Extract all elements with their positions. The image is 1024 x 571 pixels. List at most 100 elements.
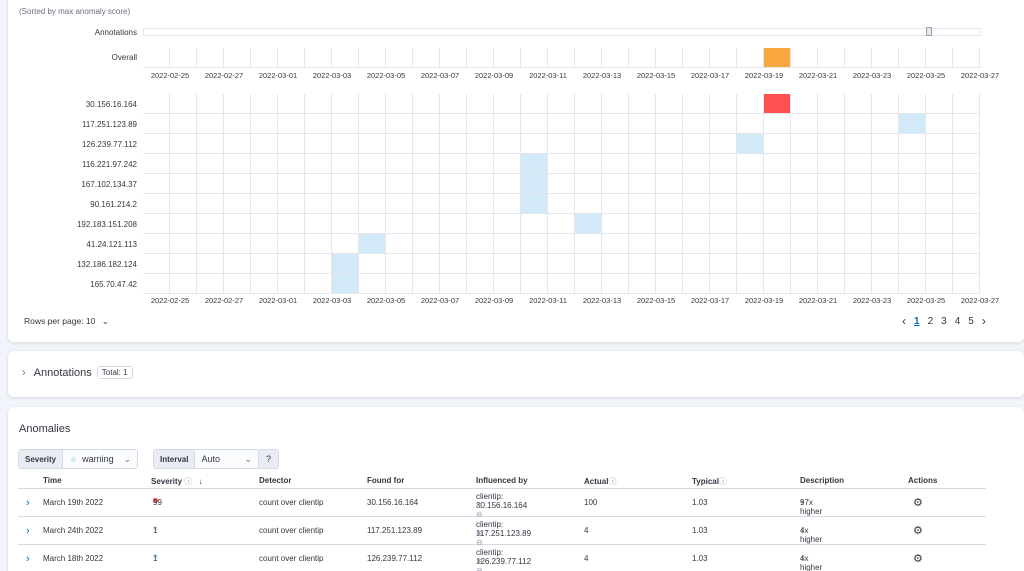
overall-cell[interactable] xyxy=(899,48,926,68)
swimlane-cell[interactable] xyxy=(467,114,494,134)
swimlane-cell[interactable] xyxy=(818,94,845,114)
overall-cell[interactable] xyxy=(143,48,170,68)
swimlane-cell[interactable] xyxy=(818,254,845,274)
swimlane-cell[interactable] xyxy=(440,94,467,114)
swimlane-cell[interactable] xyxy=(872,254,899,274)
swimlane-cell[interactable] xyxy=(224,234,251,254)
swimlane-cell[interactable] xyxy=(359,174,386,194)
swimlane-cell[interactable] xyxy=(845,274,872,294)
swimlane-cell[interactable] xyxy=(278,154,305,174)
swimlane-cell[interactable] xyxy=(629,254,656,274)
overall-cell[interactable] xyxy=(278,48,305,68)
col-description[interactable]: Description xyxy=(800,476,845,485)
overall-cell[interactable] xyxy=(845,48,872,68)
swimlane-cell[interactable] xyxy=(629,134,656,154)
swimlane-cell[interactable] xyxy=(899,154,926,174)
swimlane-cell[interactable] xyxy=(656,254,683,274)
overall-cell[interactable] xyxy=(872,48,899,68)
swimlane-cell[interactable] xyxy=(764,154,791,174)
swimlane-cell[interactable] xyxy=(386,94,413,114)
swimlane-cell[interactable] xyxy=(764,174,791,194)
swimlane-cell[interactable] xyxy=(710,234,737,254)
overall-cell[interactable] xyxy=(251,48,278,68)
swimlane-cell[interactable] xyxy=(872,134,899,154)
swimlane-cell[interactable] xyxy=(440,274,467,294)
swimlane-cell[interactable] xyxy=(710,194,737,214)
swimlane-cell[interactable] xyxy=(224,194,251,214)
swimlane-cell[interactable] xyxy=(494,214,521,234)
overall-cell[interactable] xyxy=(737,48,764,68)
swimlane-cell[interactable] xyxy=(548,234,575,254)
swimlane-cell[interactable] xyxy=(413,234,440,254)
swimlane-cell[interactable] xyxy=(926,254,953,274)
swimlane-cell[interactable] xyxy=(494,174,521,194)
swimlane-cell[interactable] xyxy=(818,174,845,194)
expand-row-icon[interactable]: › xyxy=(26,553,30,565)
swimlane-cell[interactable] xyxy=(359,254,386,274)
swimlane-cell[interactable] xyxy=(818,234,845,254)
swimlane-cell[interactable] xyxy=(251,274,278,294)
swimlane-cell[interactable] xyxy=(197,234,224,254)
swimlane-cell[interactable] xyxy=(197,254,224,274)
swimlane-cell[interactable] xyxy=(494,114,521,134)
swimlane-cell[interactable] xyxy=(170,214,197,234)
swimlane-cell[interactable] xyxy=(872,154,899,174)
swimlane-cell[interactable] xyxy=(278,114,305,134)
annotations-accordion[interactable]: › Annotations Total: 1 xyxy=(22,366,133,379)
swimlane-cell[interactable] xyxy=(467,154,494,174)
swimlane-cell[interactable] xyxy=(845,174,872,194)
filter-add-remove-icon[interactable]: ⊕ ⊖ xyxy=(476,557,483,571)
swimlane-cell[interactable] xyxy=(278,134,305,154)
swimlane-cell[interactable] xyxy=(683,254,710,274)
swimlane-cell[interactable] xyxy=(845,194,872,214)
swimlane-cell[interactable] xyxy=(953,234,980,254)
swimlane-cell[interactable] xyxy=(386,234,413,254)
swimlane-cell[interactable] xyxy=(737,254,764,274)
swimlane-cell[interactable] xyxy=(575,154,602,174)
interval-help-icon[interactable]: ? xyxy=(258,449,279,469)
swimlane-cell[interactable] xyxy=(332,134,359,154)
swimlane-cell[interactable] xyxy=(521,174,548,194)
swimlane-cell[interactable] xyxy=(305,194,332,214)
swimlane-cell[interactable] xyxy=(845,114,872,134)
swimlane-cell[interactable] xyxy=(305,94,332,114)
swimlane-cell[interactable] xyxy=(494,154,521,174)
swimlane-cell[interactable] xyxy=(332,274,359,294)
swimlane-cell[interactable] xyxy=(926,234,953,254)
swimlane-cell[interactable] xyxy=(170,174,197,194)
swimlane-cell[interactable] xyxy=(521,154,548,174)
swimlane-cell[interactable] xyxy=(683,134,710,154)
swimlane-cell[interactable] xyxy=(737,134,764,154)
swimlane-cell[interactable] xyxy=(764,274,791,294)
severity-select[interactable]: Severity warning ⌄ xyxy=(18,449,138,469)
swimlane-cell[interactable] xyxy=(764,254,791,274)
swimlane-cell[interactable] xyxy=(413,114,440,134)
swimlane-cell[interactable] xyxy=(251,254,278,274)
swimlane-cell[interactable] xyxy=(143,234,170,254)
page-5[interactable]: 5 xyxy=(968,315,974,327)
swimlane-cell[interactable] xyxy=(683,214,710,234)
swimlane-cell[interactable] xyxy=(305,274,332,294)
swimlane-cell[interactable] xyxy=(872,194,899,214)
swimlane-cell[interactable] xyxy=(926,94,953,114)
swimlane-cell[interactable] xyxy=(251,174,278,194)
swimlane-cell[interactable] xyxy=(764,234,791,254)
swimlane-cell[interactable] xyxy=(548,214,575,234)
col-actual[interactable]: Actualⓘ xyxy=(584,476,616,487)
swimlane-cell[interactable] xyxy=(737,234,764,254)
swimlane-cell[interactable] xyxy=(791,154,818,174)
swimlane-cell[interactable] xyxy=(251,214,278,234)
swimlane-cell[interactable] xyxy=(143,214,170,234)
swimlane-cell[interactable] xyxy=(197,174,224,194)
filter-add-remove-icon[interactable]: ⊕ ⊖ xyxy=(476,501,483,519)
swimlane-cell[interactable] xyxy=(467,254,494,274)
swimlane-cell[interactable] xyxy=(683,114,710,134)
swimlane-cell[interactable] xyxy=(467,134,494,154)
swimlane-cell[interactable] xyxy=(332,114,359,134)
swimlane-cell[interactable] xyxy=(845,214,872,234)
swimlane-cell[interactable] xyxy=(170,154,197,174)
swimlane-cell[interactable] xyxy=(710,94,737,114)
swimlane-cell[interactable] xyxy=(872,174,899,194)
swimlane-cell[interactable] xyxy=(143,94,170,114)
swimlane-cell[interactable] xyxy=(467,94,494,114)
